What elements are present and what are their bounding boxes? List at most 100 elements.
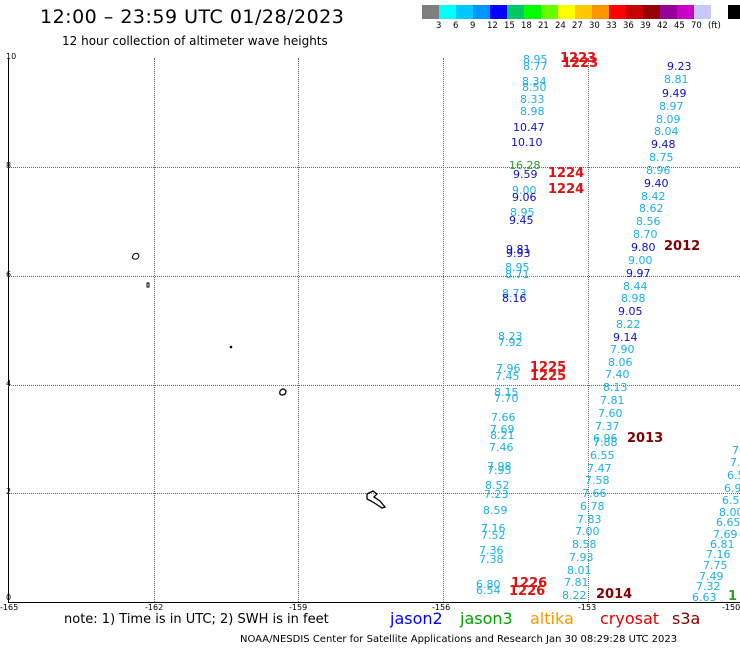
wave-height-value: 9.48 bbox=[651, 138, 676, 151]
pass-time-label: 1226 bbox=[511, 576, 548, 591]
wave-height-value: 7.38 bbox=[479, 553, 504, 566]
wave-height-value: 9.23 bbox=[667, 60, 692, 73]
pass-time-label: 2013 bbox=[627, 431, 664, 446]
wave-height-value: 7.95 bbox=[487, 464, 512, 477]
wave-height-value: 7.52 bbox=[481, 529, 506, 542]
wave-height-value: 7.37 bbox=[595, 420, 620, 433]
lat-label-2: 2 bbox=[6, 487, 12, 496]
wave-height-value: 7.83 bbox=[577, 513, 602, 526]
pass-time-label: 1226 bbox=[509, 584, 546, 599]
legend-swatch bbox=[694, 5, 711, 19]
wave-height-value: 9.97 bbox=[626, 267, 651, 280]
graticule-lon-156 bbox=[443, 58, 444, 602]
wave-height-value: 7.90 bbox=[610, 343, 635, 356]
map-frame-left bbox=[8, 58, 9, 602]
wave-height-value: 8.50 bbox=[522, 81, 547, 94]
wave-height-value: 7.32 bbox=[696, 580, 721, 593]
lon-label-162: -162 bbox=[145, 603, 164, 612]
legend-swatch bbox=[677, 5, 694, 19]
wave-height-value: 6.9 bbox=[724, 482, 740, 495]
credit-line: NOAA/NESDIS Center for Satellite Applica… bbox=[240, 634, 678, 645]
wave-height-value: 8.96 bbox=[646, 164, 671, 177]
wave-height-value: 8.58 bbox=[572, 538, 597, 551]
legend-label: 70 bbox=[691, 21, 702, 31]
wave-height-value: 7.40 bbox=[605, 368, 630, 381]
page-subtitle: 12 hour collection of altimeter wave hei… bbox=[62, 34, 328, 48]
legend-swatch bbox=[609, 5, 626, 19]
pass-time-label: 1223 bbox=[560, 51, 597, 66]
legend-swatch bbox=[507, 5, 524, 19]
legend-swatch bbox=[660, 5, 677, 19]
lon-label-150: -150 bbox=[722, 603, 740, 612]
wave-height-value: 7.88 bbox=[593, 436, 618, 449]
wave-height-value: 8.77 bbox=[523, 60, 548, 73]
wave-height-value: 9.05 bbox=[618, 305, 643, 318]
lon-label-159: -159 bbox=[289, 603, 308, 612]
wave-height-value: 7.58 bbox=[585, 474, 610, 487]
legend-swatch bbox=[592, 5, 609, 19]
wave-height-value: 8.59 bbox=[483, 504, 508, 517]
wave-height-value: 7.45 bbox=[495, 370, 520, 383]
wave-height-value: 6.78 bbox=[580, 500, 605, 513]
wave-height-value: 7.23 bbox=[484, 488, 509, 501]
wave-height-value: 10.47 bbox=[513, 121, 545, 134]
island-palmyra bbox=[132, 252, 140, 260]
wave-height-value: 8.06 bbox=[608, 356, 633, 369]
wave-height-value: 8.22 bbox=[616, 318, 641, 331]
wave-height-value: 7.70 bbox=[494, 392, 519, 405]
graticule-lon-162 bbox=[154, 58, 155, 602]
wave-height-value: 7.16 bbox=[706, 548, 731, 561]
wave-height-value: 8.73 bbox=[502, 287, 527, 300]
graticule-lon-159 bbox=[298, 58, 299, 602]
wave-height-value: 8.75 bbox=[649, 151, 674, 164]
legend-swatch bbox=[490, 5, 507, 19]
wave-height-value: 9.49 bbox=[662, 87, 687, 100]
pass-time-label: 1 bbox=[728, 589, 738, 604]
wave-height-value: 7.36 bbox=[479, 544, 504, 557]
satellite-name-altika: altika bbox=[530, 609, 574, 628]
island-teraina bbox=[279, 388, 287, 396]
wave-height-value: 9.45 bbox=[509, 214, 534, 227]
graticule-lat-4 bbox=[8, 385, 740, 386]
wave-height-value: 9.06 bbox=[512, 191, 537, 204]
wave-height-value: 7.69 bbox=[490, 423, 515, 436]
wave-height-value: 8.44 bbox=[623, 280, 648, 293]
footer-note: note: 1) Time is in UTC; 2) SWH is in fe… bbox=[64, 612, 329, 627]
lat-label-6: 6 bbox=[6, 270, 12, 279]
legend-label: 27 bbox=[572, 21, 583, 31]
wave-height-value: 8.09 bbox=[656, 113, 681, 126]
legend-swatch bbox=[728, 5, 740, 19]
wave-height-value: 7.81 bbox=[600, 394, 625, 407]
wave-height-value: 6.5 bbox=[722, 494, 740, 507]
legend-label: 15 bbox=[504, 21, 515, 31]
legend-label: 33 bbox=[606, 21, 617, 31]
satellite-name-cryosat: cryosat bbox=[600, 609, 660, 628]
wave-height-value: 7. bbox=[732, 444, 740, 457]
wave-height-value: 8.98 bbox=[621, 292, 646, 305]
legend-label: 36 bbox=[623, 21, 634, 31]
island-jarvis-dot bbox=[229, 345, 233, 349]
legend-label: 18 bbox=[521, 21, 532, 31]
graticule-lon-153 bbox=[588, 58, 589, 602]
wave-height-value: 8.13 bbox=[603, 381, 628, 394]
legend-swatch bbox=[524, 5, 541, 19]
color-legend bbox=[422, 5, 740, 19]
legend-label: 30 bbox=[589, 21, 600, 31]
wave-height-value: 8.98 bbox=[520, 105, 545, 118]
wave-height-value: 7.75 bbox=[703, 559, 728, 572]
wave-height-value: 8.16 bbox=[502, 292, 527, 305]
wave-height-value: 9.81 bbox=[506, 243, 531, 256]
legend-label: 3 bbox=[436, 21, 442, 31]
wave-height-value: 8.95 bbox=[505, 261, 530, 274]
wave-height-value: 7.66 bbox=[582, 487, 607, 500]
legend-swatch bbox=[473, 5, 490, 19]
wave-height-value: 6.80 bbox=[476, 578, 501, 591]
wave-height-value: 8.62 bbox=[639, 202, 664, 215]
wave-height-value: 7.81 bbox=[564, 576, 589, 589]
wave-height-value: 8.04 bbox=[654, 125, 679, 138]
wave-height-value: 7.49 bbox=[699, 570, 724, 583]
wave-height-value: 7.92 bbox=[498, 336, 523, 349]
legend-label: 45 bbox=[674, 21, 685, 31]
wave-height-value: 9.93 bbox=[506, 247, 531, 260]
graticule-lat-8 bbox=[8, 167, 740, 168]
